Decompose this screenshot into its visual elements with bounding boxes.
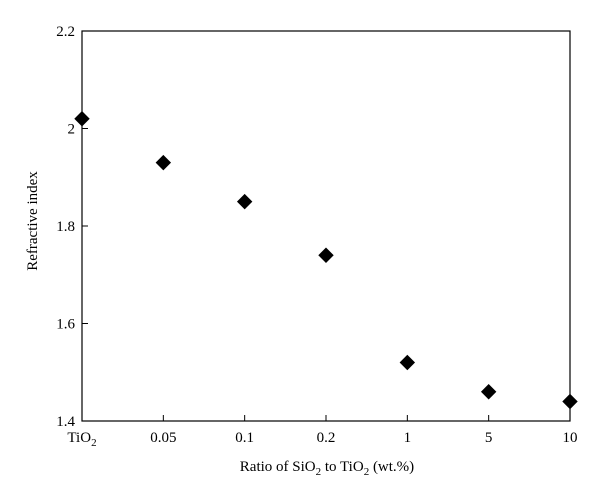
data-point: [562, 393, 578, 410]
x-tick-label: 0.05: [150, 430, 176, 446]
x-axis-title-subscript: 2: [364, 466, 370, 478]
x-tick-label-text: 0.1: [235, 430, 254, 446]
y-axis: 1.4 1.6 1.8 2 2.2: [56, 24, 88, 430]
x-tick-label: 5: [485, 430, 493, 446]
x-tick-label: 1: [404, 430, 412, 446]
y-tick-label: 2.2: [56, 24, 75, 40]
x-tick-label-text: 0.05: [150, 430, 176, 446]
data-point: [236, 193, 253, 210]
data-point: [399, 354, 416, 371]
x-axis-title-subscript: 2: [316, 466, 322, 478]
y-tick-label: 1.6: [56, 317, 75, 333]
x-tick-label: 10: [563, 430, 578, 446]
x-tick-label-text: 10: [563, 430, 578, 446]
data-series: [74, 111, 578, 410]
x-tick-label-text: TiO: [67, 430, 91, 446]
y-tick-label: 2: [68, 122, 76, 138]
x-tick-label-subscript: 2: [91, 437, 97, 449]
x-tick-label-text: 0.2: [317, 430, 336, 446]
x-axis-title-part: (wt.%): [369, 459, 414, 475]
x-tick-label: 0.1: [235, 430, 254, 446]
x-axis-title-part: to TiO: [321, 459, 364, 475]
y-axis-title: Refractive index: [25, 171, 41, 271]
y-tick-label: 1.8: [56, 219, 75, 235]
data-point: [74, 111, 90, 127]
data-point: [155, 154, 172, 171]
data-point: [480, 384, 497, 400]
x-tick-label: 0.2: [317, 430, 336, 446]
x-axis: TiO2 0.05 0.1 0.2 1 5 10: [67, 415, 578, 449]
plot-frame: [81, 30, 571, 422]
x-tick-label-text: 5: [485, 430, 493, 446]
y-tick-label: 1.4: [56, 414, 75, 430]
x-axis-title-part: Ratio of SiO: [240, 459, 316, 475]
x-axis-title: Ratio of SiO2 to TiO2 (wt.%): [240, 459, 414, 478]
x-tick-label: TiO2: [67, 430, 96, 449]
data-point: [318, 247, 334, 263]
x-tick-label-text: 1: [404, 430, 412, 446]
